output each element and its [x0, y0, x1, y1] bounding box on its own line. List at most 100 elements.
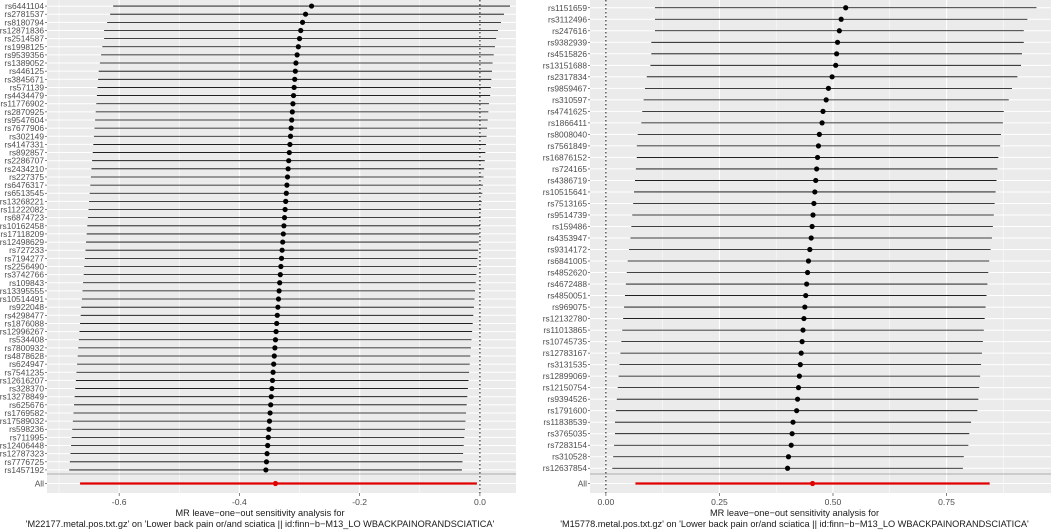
y-tick-label: rs159486 [552, 221, 587, 231]
snp-point [292, 68, 298, 74]
snp-point [268, 402, 274, 408]
snp-point [263, 459, 270, 465]
snp-point [286, 149, 292, 156]
x-tick-label: -0.6 [112, 497, 127, 505]
x-axis-title-line2: 'M22177.metal.pos.txt.gz' on 'Lower back… [25, 519, 495, 529]
y-tick-label: rs9394526 [547, 394, 587, 404]
snp-point [282, 206, 288, 213]
snp-point [834, 39, 841, 45]
x-tick-label: 0.25 [711, 497, 728, 505]
y-tick-label: rs12787323 [0, 449, 44, 459]
y-tick-label: rs12132780 [543, 314, 588, 324]
y-tick-label: rs3765035 [547, 429, 587, 439]
snp-point [785, 454, 792, 460]
snp-point [838, 16, 844, 22]
x-tick-label: 0.50 [825, 497, 842, 505]
y-tick-label: rs12406448 [0, 441, 44, 451]
snp-point [795, 385, 802, 391]
y-tick-label: rs892857 [9, 148, 44, 158]
forest-plot-left-svg: rs6441104rs2781537rs8180794rs12871836rs2… [0, 0, 516, 507]
y-tick-label: rs10514491 [0, 294, 44, 304]
snp-point [272, 345, 278, 351]
y-tick-label: rs7194277 [4, 253, 44, 263]
snp-point [808, 235, 814, 241]
snp-point [807, 246, 813, 253]
y-tick-label: rs310528 [552, 452, 587, 462]
y-tick-label: rs1457192 [4, 465, 44, 475]
snp-point [272, 337, 279, 343]
y-tick-label: rs2781537 [4, 9, 44, 19]
snp-point [813, 177, 819, 184]
snp-point [819, 120, 825, 126]
snp-point [276, 288, 282, 294]
y-tick-label: rs4515826 [547, 49, 587, 59]
x-axis-title-line1: MR leave−one−out sensitivity analysis fo… [709, 508, 880, 518]
snp-point [288, 125, 294, 131]
y-tick-label: rs11222082 [0, 205, 44, 215]
y-tick-label: rs9382939 [547, 37, 587, 47]
y-tick-label: rs3131535 [547, 360, 587, 370]
snp-point [291, 84, 297, 91]
snp-point [294, 52, 300, 58]
snp-point [794, 408, 800, 414]
y-tick-label: rs7561849 [547, 141, 587, 151]
y-tick-label: rs4672488 [547, 279, 587, 289]
snp-point [801, 315, 807, 322]
y-tick-label: rs4147331 [4, 139, 44, 149]
all-point [809, 480, 816, 487]
snp-point [264, 451, 270, 457]
snp-point [299, 19, 306, 25]
y-tick-label: rs12783167 [543, 348, 588, 358]
y-tick-label: rs446125 [9, 66, 44, 76]
snp-point [284, 182, 290, 188]
y-tick-label: rs624947 [9, 359, 44, 369]
x-tick-label: 0.00 [598, 497, 615, 505]
snp-point [289, 109, 295, 115]
plot-panel-background [590, 0, 1051, 493]
y-tick-label: rs12498629 [0, 237, 44, 247]
snp-point [284, 174, 291, 180]
snp-point [270, 369, 276, 375]
y-tick-label: rs534408 [9, 335, 44, 345]
snp-point [289, 117, 295, 123]
snp-point [290, 101, 296, 107]
all-point [272, 480, 279, 487]
y-tick-label: rs8180794 [4, 17, 44, 27]
y-tick-label: rs2317834 [547, 72, 587, 82]
snp-point [269, 385, 275, 392]
snp-point [265, 434, 271, 440]
y-tick-label: rs922048 [9, 302, 44, 312]
snp-point [266, 426, 272, 432]
y-tick-label: rs227375 [9, 172, 44, 182]
snp-point [811, 200, 817, 207]
plot-panel-background [47, 0, 516, 493]
y-tick-label: rs711995 [10, 432, 45, 442]
snp-point [814, 154, 821, 161]
snp-point [823, 97, 829, 103]
y-tick-label: rs1151659 [548, 3, 587, 13]
y-tick-label: rs7283154 [547, 440, 587, 450]
y-tick-label: rs7677906 [4, 123, 44, 133]
y-tick-label: rs6841005 [547, 256, 587, 266]
snp-point [265, 442, 271, 449]
snp-point [833, 62, 839, 68]
snp-point [825, 85, 832, 91]
y-tick-label: rs3742766 [4, 270, 44, 280]
y-tick-label: rs4434479 [4, 91, 44, 101]
snp-point [268, 394, 274, 400]
snp-point [302, 11, 309, 17]
x-tick-label: 0.75 [938, 497, 955, 505]
snp-point [804, 269, 811, 276]
snp-point [810, 212, 816, 218]
y-tick-label: rs3112496 [548, 14, 587, 24]
snp-point [836, 28, 842, 34]
y-tick-label: rs9547604 [4, 115, 44, 125]
y-tick-label: rs4386719 [547, 175, 587, 185]
y-tick-label: rs7513165 [547, 198, 587, 208]
y-tick-label: rs1389052 [4, 58, 44, 68]
y-tick-label: rs1866411 [548, 118, 587, 128]
snp-point [267, 410, 273, 416]
y-tick-label: rs7800932 [4, 343, 44, 353]
snp-point [271, 361, 277, 367]
y-tick-label: rs17118209 [0, 229, 44, 239]
